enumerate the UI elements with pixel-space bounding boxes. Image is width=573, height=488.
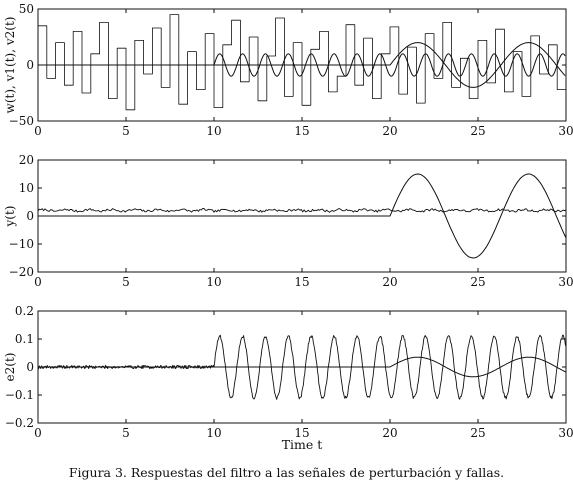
- panel-1-series-layer: [38, 14, 566, 111]
- panel-3-ytick-label: 0: [26, 360, 34, 374]
- panel-1-xtick-label: 30: [558, 124, 573, 138]
- panel-2-ytick-label: 20: [19, 153, 34, 167]
- panel-3-xtick-label: 5: [122, 426, 130, 440]
- panel-3-ytick-label: 0.2: [15, 304, 34, 318]
- panel-1-ytick-label: 0: [26, 58, 34, 72]
- panel-2-series-slow: [38, 173, 567, 259]
- panel-1-ytick-label: 50: [19, 2, 34, 16]
- panel-1-xtick-label: 20: [382, 124, 397, 138]
- panel-2-series-noisy: [37, 208, 567, 213]
- panel-3-ylabel: e2(t): [3, 353, 17, 382]
- panel-2-xtick-label: 0: [34, 275, 42, 289]
- panel-3-ytick-label: 0.1: [15, 332, 34, 346]
- panel-1-series-v2: [38, 42, 566, 88]
- panel-2-ticks-layer: 0 5 10 15 20 25 30 −20 −10 0 10 20: [9, 153, 573, 289]
- panel-3-ytick-label: −0.1: [5, 388, 34, 402]
- panel-2-xtick-label: 10: [206, 275, 221, 289]
- panel-3-series-slow: [38, 356, 567, 378]
- panel-2-xtick-label: 30: [558, 275, 573, 289]
- panel-1-xtick-label: 10: [206, 124, 221, 138]
- panel-3-series-layer: [37, 334, 567, 400]
- panel-1-xtick-label: 0: [34, 124, 42, 138]
- panel-3-xtick-label: 25: [470, 426, 485, 440]
- panel-1-ylabel: w(t), v1(t), v2(t): [3, 17, 17, 114]
- panel-3-xtick-label: 10: [206, 426, 221, 440]
- panel-2-series-layer: [37, 173, 567, 259]
- panel-2: 0 5 10 15 20 25 30 −20 −10 0 10 20 y(t): [3, 153, 573, 289]
- panel-3-xtick-label: 0: [34, 426, 42, 440]
- panel-2-xtick-label: 25: [470, 275, 485, 289]
- panel-2-ytick-label: 10: [19, 181, 34, 195]
- panel-1-series-w: [38, 14, 566, 111]
- panel-3-xtick-label: 30: [558, 426, 573, 440]
- panel-1-ytick-label: −50: [9, 114, 34, 128]
- panel-1-xtick-label: 5: [122, 124, 130, 138]
- panel-3-ytick-label: −0.2: [5, 416, 34, 430]
- panel-1-xtick-label: 15: [294, 124, 309, 138]
- figure-caption: Figura 3. Respuestas del filtro a las se…: [68, 465, 505, 480]
- panel-1-xtick-label: 25: [470, 124, 485, 138]
- panel-3: 0 5 10 15 20 25 30 −0.2 −0.1 0 0.1 0.2 e2(t) Time t: [3, 304, 573, 452]
- panel-2-xtick-label: 5: [122, 275, 130, 289]
- panel-3-xtick-label: 20: [382, 426, 397, 440]
- panel-3-series-residual: [37, 334, 567, 400]
- panel-3-xlabel: Time t: [282, 437, 323, 452]
- panel-2-xtick-label: 15: [294, 275, 309, 289]
- panel-2-ytick-label: 0: [26, 209, 34, 223]
- panel-2-xtick-label: 20: [382, 275, 397, 289]
- panel-2-ylabel: y(t): [3, 206, 17, 228]
- panel-2-ytick-label: −20: [9, 265, 34, 279]
- panel-3-ticks-layer: 0 5 10 15 20 25 30 −0.2 −0.1 0 0.1 0.2: [5, 304, 573, 440]
- panel-2-ytick-label: −10: [9, 237, 34, 251]
- panel-3-xtick-label: 15: [294, 426, 309, 440]
